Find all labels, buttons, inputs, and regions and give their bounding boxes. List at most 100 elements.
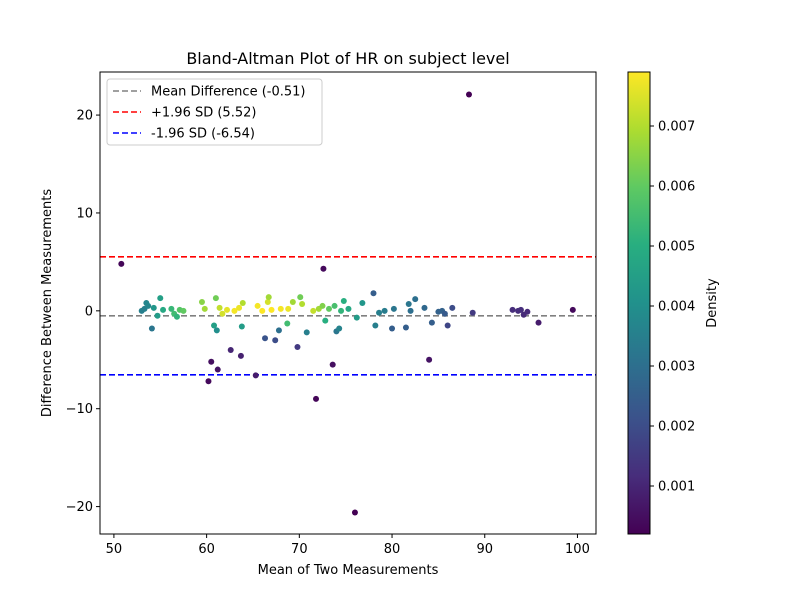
data-point [303,329,310,336]
data-point [211,322,218,329]
data-point [154,312,161,319]
y-tick-label: −10 [66,402,93,417]
data-point [320,265,327,272]
data-point [359,300,366,306]
plot-frame [99,71,597,535]
data-point [252,372,259,379]
data-point [224,306,231,313]
data-point [449,304,456,311]
data-point [351,509,358,516]
colorbar-tick-label: 0.005 [658,240,695,255]
legend: Mean Difference (-0.51) +1.96 SD (5.52) -1… [106,78,323,146]
y-axis-label: Difference Between Measurements [40,189,55,417]
data-point [345,305,352,312]
data-point [389,325,396,332]
data-point [340,298,347,305]
data-point [353,314,360,321]
data-point [231,307,238,314]
data-point [237,352,244,359]
data-point [227,346,234,353]
data-point [268,306,275,313]
data-point [265,294,272,301]
x-axis-ticks: 50 60 70 80 90 100 [106,534,590,557]
data-point [372,322,379,329]
data-point [469,309,476,316]
data-point [509,306,516,313]
data-point [118,260,125,267]
x-tick-label: 80 [384,542,401,557]
colorbar-label: Density [705,278,720,328]
data-point [325,305,332,312]
data-point [405,300,412,307]
scatter-points [118,91,576,516]
data-point [524,308,531,315]
y-tick-label: −20 [66,500,93,515]
data-point [173,313,180,320]
data-point [264,299,271,306]
data-point [180,307,187,314]
data-point [254,302,261,309]
data-point [262,335,269,342]
y-tick-label: 20 [76,109,93,124]
data-point [238,323,245,330]
data-point [285,305,292,312]
data-point [272,337,279,344]
data-point [205,378,212,385]
x-tick-label: 90 [476,542,493,557]
data-point [336,325,343,332]
data-point [421,304,428,311]
data-point [465,91,472,98]
colorbar-tick-label: 0.007 [658,120,695,135]
data-point [145,302,152,309]
data-point [441,310,448,317]
data-point [517,306,524,313]
data-point [376,309,383,316]
data-point [313,395,320,402]
legend-label-0: Mean Difference (-0.51) [151,85,305,100]
data-point [412,296,419,303]
x-tick-label: 60 [198,542,215,557]
y-tick-label: 0 [85,304,93,319]
data-point [426,356,433,363]
data-point [569,306,576,313]
data-point [160,306,167,313]
data-point [236,304,243,311]
data-point [168,305,175,312]
colorbar-tick-label: 0.003 [658,360,695,375]
data-point [275,327,282,334]
data-point [284,320,291,327]
data-point [201,305,208,312]
data-point [277,305,284,312]
colorbar-ticks: 0.001 0.002 0.003 0.004 0.005 0.006 0.007 [650,120,695,495]
colorbar-tick-label: 0.004 [658,300,695,315]
data-point [259,307,266,314]
data-point [150,304,157,311]
y-tick-label: 10 [76,206,93,221]
chart-title: Bland-Altman Plot of HR on subject level [186,49,509,68]
data-point [289,299,296,306]
data-point [428,319,435,326]
data-point [198,299,205,306]
data-point [381,307,388,314]
data-point [310,307,317,314]
colorbar-tick-label: 0.006 [658,180,695,195]
legend-box [106,78,323,146]
x-tick-label: 100 [565,542,590,557]
x-tick-label: 50 [106,542,123,557]
x-tick-label: 70 [291,542,308,557]
data-point [331,302,338,309]
y-axis-ticks: −20 −10 0 10 20 [66,109,100,515]
x-axis-label: Mean of Two Measurements [258,563,439,578]
legend-label-2: -1.96 SD (-6.54) [151,127,255,142]
data-point [294,344,301,351]
data-point [219,310,226,317]
data-point [319,302,326,309]
data-point [370,290,377,297]
data-point [322,317,329,324]
data-point [444,322,451,329]
reference-lines [100,255,596,376]
data-point [212,295,219,302]
data-point [148,325,155,332]
